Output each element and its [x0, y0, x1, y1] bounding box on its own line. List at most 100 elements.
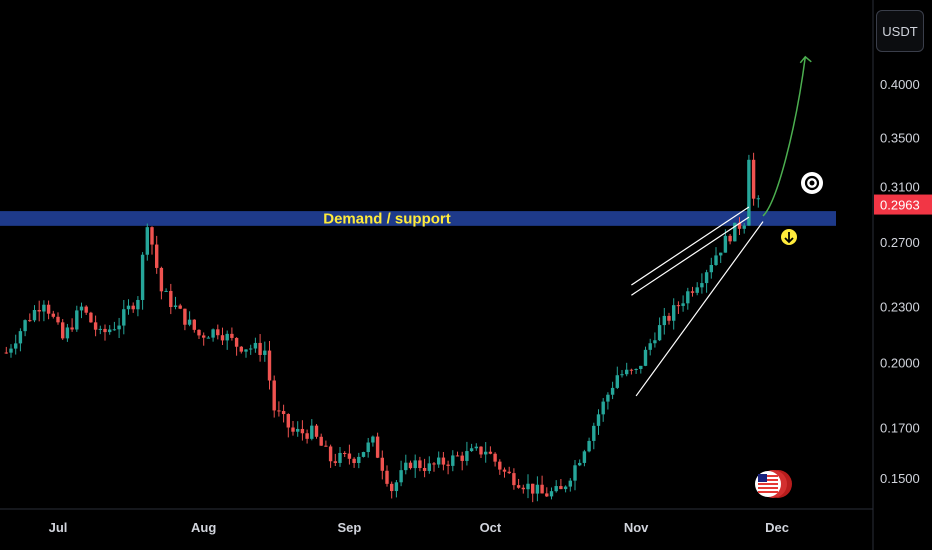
candle-body	[155, 244, 159, 268]
x-tick-label: Nov	[624, 520, 649, 535]
candle	[103, 324, 107, 341]
us-flag-events-icon[interactable]	[755, 470, 792, 498]
candle-body	[554, 486, 558, 492]
candle-body	[159, 267, 164, 292]
candle-body	[596, 414, 601, 426]
candle	[751, 152, 756, 206]
candle-body	[70, 327, 74, 330]
candle-body	[695, 287, 699, 293]
candle-body	[535, 484, 540, 494]
candle	[446, 460, 450, 475]
candle	[535, 476, 540, 502]
candle-body	[385, 470, 389, 484]
candle-body	[521, 487, 525, 490]
candle-body	[451, 455, 455, 466]
candle-body	[408, 462, 413, 469]
y-tick-label: 0.3500	[880, 131, 920, 146]
candle	[145, 223, 149, 261]
candle-body	[51, 313, 55, 317]
candles	[4, 152, 760, 503]
candle-body	[465, 451, 469, 461]
candle-body	[225, 333, 229, 341]
candle-body	[531, 483, 535, 494]
candle	[648, 338, 652, 356]
candle-body	[61, 322, 65, 339]
price-axis[interactable]: 0.4000 0.3500 0.3100 0.2700 0.2300 0.2000 0.17…	[874, 77, 932, 486]
candle-body	[89, 312, 93, 323]
candle-body	[93, 322, 98, 330]
candle	[84, 305, 88, 315]
candle-body	[352, 458, 356, 464]
candle	[413, 454, 417, 478]
candle-body	[413, 460, 417, 469]
candle	[98, 325, 102, 335]
currency-button[interactable]: USDT	[876, 10, 924, 52]
candle-body	[747, 159, 751, 226]
candle-body	[629, 369, 634, 371]
candle	[540, 475, 544, 494]
candle	[563, 485, 568, 493]
candle-body	[46, 304, 51, 314]
candle	[690, 286, 695, 297]
candle	[639, 365, 643, 374]
candle-body	[183, 308, 187, 325]
candle	[23, 319, 27, 337]
demand-zone-label: Demand / support	[323, 210, 451, 227]
candle	[756, 195, 760, 208]
candle	[239, 346, 243, 354]
candle-body	[681, 303, 685, 306]
candle-body	[512, 473, 516, 486]
candle	[155, 235, 159, 274]
candle-body	[136, 299, 140, 310]
candle-body	[272, 380, 276, 411]
candle	[587, 437, 591, 453]
candle	[277, 401, 281, 417]
candle	[93, 315, 98, 337]
candle	[620, 370, 624, 378]
candle	[422, 458, 427, 478]
candle-body	[253, 342, 258, 349]
candle-body	[103, 328, 107, 333]
candle-body	[507, 471, 511, 474]
candle	[686, 287, 690, 310]
x-tick-label: Sep	[337, 520, 361, 535]
time-axis[interactable]: Jul Aug Sep Oct Nov Dec	[49, 520, 789, 535]
candle	[667, 312, 671, 325]
candle	[634, 368, 638, 374]
candle	[263, 341, 267, 362]
candle-body	[723, 235, 728, 253]
candle-body	[516, 485, 521, 488]
candle-body	[690, 291, 695, 293]
candle	[187, 311, 192, 327]
candle-body	[549, 491, 554, 497]
y-tick-label: 0.2700	[880, 235, 920, 250]
candle	[719, 252, 723, 263]
candle-body	[244, 349, 248, 352]
candle	[357, 452, 361, 469]
candle-body	[432, 463, 436, 465]
candle	[178, 303, 182, 310]
candle	[310, 419, 314, 441]
candle-body	[333, 461, 337, 463]
candle-body	[587, 440, 591, 452]
arrow-down-circle-icon	[781, 229, 797, 245]
candle	[418, 456, 422, 472]
candle	[211, 328, 215, 342]
candle	[347, 444, 352, 465]
candle-body	[319, 436, 323, 446]
candle-body	[427, 463, 431, 471]
candle	[352, 457, 356, 468]
candle	[291, 421, 295, 436]
candle	[733, 222, 737, 242]
candle-body	[620, 374, 624, 376]
candle	[488, 446, 493, 455]
candle-body	[286, 414, 290, 428]
candle-body	[206, 337, 211, 339]
demand-zone-band	[0, 211, 836, 226]
candle-body	[347, 453, 352, 459]
candle-body	[460, 455, 464, 461]
candle	[305, 429, 309, 444]
candle-body	[756, 198, 760, 200]
currency-label: USDT	[882, 23, 918, 39]
